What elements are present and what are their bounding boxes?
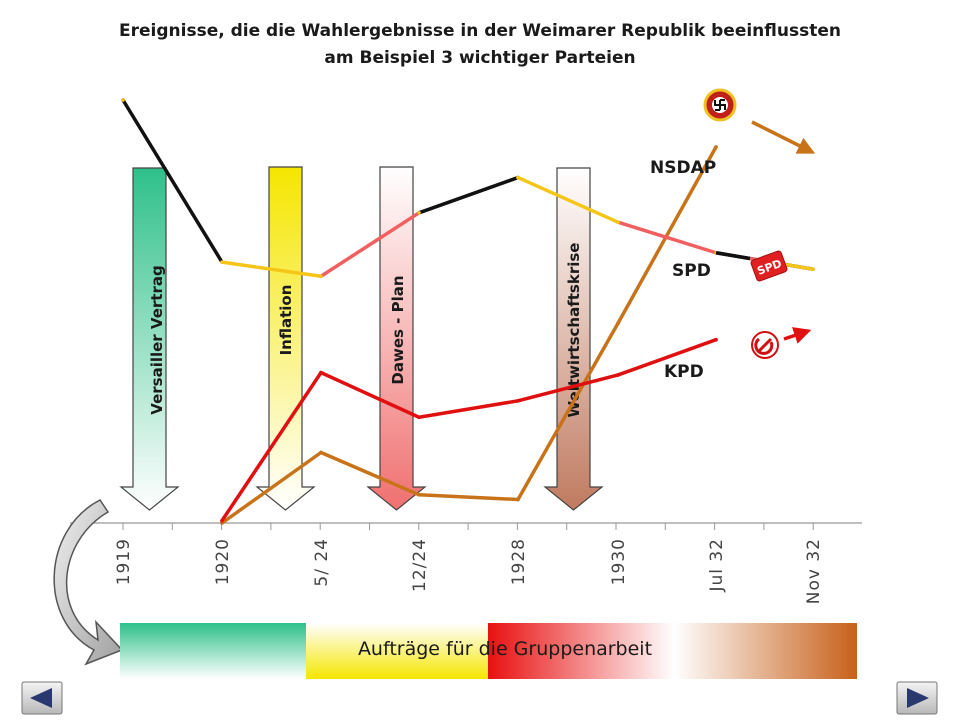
party-label-nsdap: NSDAP [650,158,716,178]
event-label-dawes-plan: Dawes - Plan [389,275,407,384]
curved-arrow-icon [53,499,124,666]
series-kpd-point [319,370,323,375]
party-label-kpd: KPD [664,362,704,382]
series-nsdap-point [417,493,421,497]
series-kpd-segment [220,370,323,523]
event-label-inflation: Inflation [277,285,295,356]
series-kpd-point [220,518,224,523]
series-nsdap-segment [319,450,421,497]
chart-title-line-1: Ereignisse, die die Wahlergebnisse in de… [119,21,841,41]
x-tick-label: Nov 32 [804,538,824,604]
nsdap-emblem-icon [703,88,737,122]
series-spd-point [616,220,620,224]
x-tick-label: 12/24 [410,538,430,592]
prev-arrow-icon [30,688,52,708]
next-slide-button[interactable] [896,681,938,715]
series-nsdap-point [516,497,520,502]
series-kpd-point [516,399,520,403]
chart-title: Ereignisse, die die Wahlergebnisse in de… [0,18,960,72]
series-kpd-segment [319,370,421,419]
kpd-trend-arrow [783,327,812,344]
series-spd-segment [121,98,224,264]
spd-emblem-icon: SPD [750,250,788,282]
series-nsdap-segment [516,321,620,502]
next-arrow-icon [907,688,929,708]
series-kpd-segment [417,399,520,419]
series-nsdap-segment [220,450,323,525]
x-tick-label: 5/ 24 [312,538,332,587]
event-arrow-versailler-vertrag [119,167,180,511]
series-spd-segment [715,251,751,261]
series-spd-segment [417,175,520,215]
event-arrow-inflation [255,166,316,511]
series-nsdap-point [714,145,718,149]
x-tick-label: 1930 [609,538,629,585]
task-bar-label: Aufträge für die Gruppenarbeit [358,638,652,660]
series-spd-point [220,260,224,264]
party-label-spd: SPD [672,261,711,281]
series-nsdap-point [319,450,323,455]
chart-title-line-2: am Beispiel 3 wichtiger Parteien [324,48,636,68]
series-kpd-point [714,337,718,342]
series-spd-point [121,98,125,102]
task-bar-button[interactable]: Aufträge für die Gruppenarbeit [120,623,857,679]
kpd-emblem-icon [751,331,779,359]
event-label-weltwirtschaftskrise: Weltwirtschaftskrise [565,243,583,418]
series-nsdap-segment [417,493,520,502]
series-spd-segment [319,211,421,278]
series-spd-point [516,175,520,180]
x-tick-label: 1919 [114,538,134,585]
x-tick-label: 1920 [213,538,233,585]
series-spd-point [319,274,323,279]
series-kpd-point [616,373,620,377]
prev-slide-button[interactable] [21,681,63,715]
series-spd-segment [516,175,620,224]
series-nsdap-segment [616,145,718,325]
series-spd-point [417,211,421,215]
series-kpd-point [417,415,421,420]
event-arrow-dawes-plan [366,166,427,511]
x-axis: 1919 1920 5/ 24 12/24 1928 1930 Jul 32 Nov 32 [70,522,862,604]
x-tick-label: 1928 [509,538,529,585]
series-kpd-segment [516,373,620,403]
event-arrows: Versailler Vertrag Inflation Dawes - Plan W… [119,166,604,511]
series-kpd-segment [616,337,718,377]
nsdap-trend-arrow [751,120,816,154]
series-spd-segment [220,260,323,278]
series-spd-segment [616,220,718,255]
event-label-versailler-vertrag: Versailler Vertrag [148,265,166,414]
x-tick-label: Jul 32 [707,538,727,593]
series-nsdap-point [616,321,620,326]
